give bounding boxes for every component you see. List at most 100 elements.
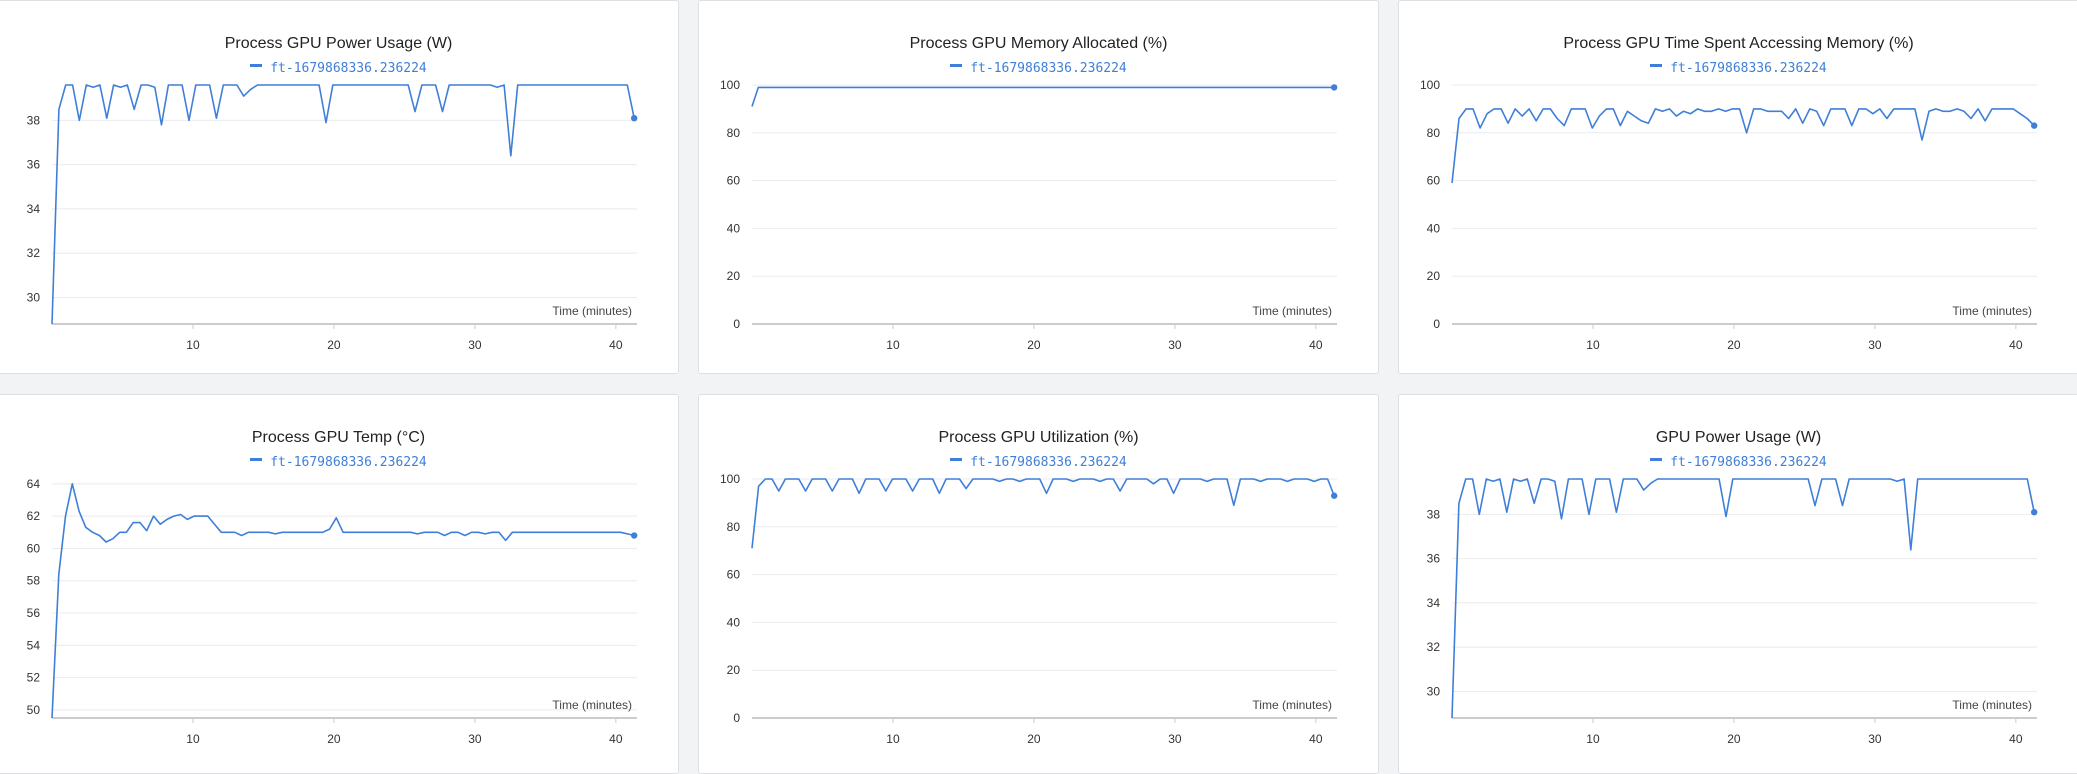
y-tick-label: 34	[1427, 596, 1441, 610]
y-tick-label: 60	[27, 541, 41, 555]
chart-svg: 30 32 34 36 38 10 20 30 40	[1427, 478, 2038, 746]
chart-panel[interactable]: 30 32 34 36 38 10 20 30 40 Process GPU Power Usag…	[0, 0, 679, 374]
legend-label: ft-1679868336.236224	[270, 61, 427, 76]
x-axis-label: Time (minutes)	[1952, 304, 2032, 318]
x-axis-label: Time (minutes)	[552, 304, 632, 318]
y-tick-label: 36	[1427, 552, 1441, 566]
series-end-point[interactable]	[630, 114, 638, 122]
series-end-point[interactable]	[1330, 84, 1338, 91]
y-tick-label: 32	[1427, 640, 1441, 654]
y-tick-label: 30	[1427, 684, 1441, 698]
series-line[interactable]	[51, 483, 635, 719]
y-tick-label: 0	[733, 317, 740, 331]
y-tick-label: 38	[27, 113, 41, 127]
chart-legend[interactable]: ft-1679868336.236224	[0, 455, 678, 470]
legend-label: ft-1679868336.236224	[1670, 455, 1827, 470]
series-line[interactable]	[1451, 108, 2035, 184]
y-tick-label: 30	[27, 290, 41, 304]
legend-label: ft-1679868336.236224	[1670, 61, 1827, 76]
chart-title: Process GPU Time Spent Accessing Memory …	[1563, 35, 1914, 52]
chart-panel[interactable]: 30 32 34 36 38 10 20 30 40 GPU Power Usage (W) ft-…	[1398, 394, 2077, 774]
x-axis-label: Time (minutes)	[1952, 698, 2032, 712]
chart-panel[interactable]: 0 20 40 60 80 100 10 20 30 40 Process GPU Time Spe…	[1398, 0, 2077, 374]
series-end-point[interactable]	[630, 532, 638, 539]
x-tick-label: 40	[2009, 732, 2023, 746]
y-tick-label: 20	[1427, 269, 1441, 283]
chart-svg: 30 32 34 36 38 10 20 30 40	[27, 84, 638, 352]
x-tick-label: 20	[1027, 732, 1041, 746]
y-tick-label: 34	[27, 202, 41, 216]
x-tick-label: 30	[468, 732, 482, 746]
chart-title: Process GPU Memory Allocated (%)	[909, 35, 1168, 52]
y-tick-label: 20	[727, 663, 741, 677]
chart-legend[interactable]: ft-1679868336.236224	[699, 455, 1378, 470]
chart-title: Process GPU Power Usage (W)	[224, 35, 453, 52]
series-end-point[interactable]	[1330, 492, 1338, 499]
x-tick-label: 20	[1727, 338, 1741, 352]
y-tick-label: 38	[1427, 507, 1441, 521]
chart-panel[interactable]: 0 20 40 60 80 100 10 20 30 40 Process GPU Memory A…	[698, 0, 1379, 374]
y-tick-label: 100	[720, 78, 740, 92]
series-line[interactable]	[51, 84, 635, 325]
y-tick-label: 20	[727, 269, 741, 283]
y-tick-label: 56	[27, 606, 41, 620]
chart-legend[interactable]: ft-1679868336.236224	[0, 61, 678, 76]
x-tick-label: 10	[1586, 338, 1600, 352]
y-tick-label: 40	[727, 615, 741, 629]
chart-title: Process GPU Utilization (%)	[938, 429, 1139, 446]
x-tick-label: 30	[468, 338, 482, 352]
x-tick-label: 20	[327, 732, 341, 746]
chart-title: GPU Power Usage (W)	[1655, 429, 1822, 446]
chart-legend[interactable]: ft-1679868336.236224	[1399, 61, 2077, 76]
y-tick-label: 62	[27, 509, 41, 523]
x-tick-label: 20	[327, 338, 341, 352]
y-tick-label: 54	[27, 638, 41, 652]
x-tick-label: 30	[1868, 338, 1882, 352]
y-tick-label: 0	[733, 711, 740, 725]
legend-label: ft-1679868336.236224	[970, 455, 1127, 470]
chart-legend[interactable]: ft-1679868336.236224	[699, 61, 1378, 76]
chart-panel[interactable]: 0 20 40 60 80 100 10 20 30 40 Process GPU Utilizat…	[698, 394, 1379, 774]
series-line[interactable]	[751, 86, 1335, 107]
series-line[interactable]	[1451, 478, 2035, 719]
x-tick-label: 20	[1727, 732, 1741, 746]
y-tick-label: 36	[27, 158, 41, 172]
x-tick-label: 30	[1868, 732, 1882, 746]
x-tick-label: 30	[1168, 338, 1182, 352]
x-tick-label: 10	[886, 732, 900, 746]
y-tick-label: 58	[27, 574, 41, 588]
chart-svg: 0 20 40 60 80 100 10 20 30 40	[720, 472, 1338, 746]
series-end-point[interactable]	[2030, 508, 2038, 516]
y-tick-label: 100	[720, 472, 740, 486]
series-end-point[interactable]	[2030, 122, 2038, 129]
y-tick-label: 100	[1420, 78, 1440, 92]
legend-label: ft-1679868336.236224	[970, 61, 1127, 76]
chart-title: Process GPU Temp (°C)	[251, 429, 426, 446]
series-line[interactable]	[751, 478, 1335, 549]
legend-swatch	[250, 458, 263, 461]
chart-panel[interactable]: 50 52 54 56 58 60 62 64 10 20 30 40 Process GPU Temp…	[0, 394, 679, 774]
x-tick-label: 10	[1586, 732, 1600, 746]
x-tick-label: 10	[886, 338, 900, 352]
y-tick-label: 40	[1427, 221, 1441, 235]
y-tick-label: 0	[1433, 317, 1440, 331]
y-tick-label: 64	[27, 477, 41, 491]
y-tick-label: 50	[27, 703, 41, 717]
y-tick-label: 52	[27, 671, 41, 685]
legend-swatch	[1650, 64, 1663, 67]
y-tick-label: 32	[27, 246, 41, 260]
legend-swatch	[950, 458, 963, 461]
legend-swatch	[950, 64, 963, 67]
x-tick-label: 40	[1309, 732, 1323, 746]
y-tick-label: 60	[727, 568, 741, 582]
x-axis-label: Time (minutes)	[1252, 698, 1332, 712]
x-tick-label: 30	[1168, 732, 1182, 746]
y-tick-label: 40	[727, 221, 741, 235]
chart-svg: 50 52 54 56 58 60 62 64 10 20 30 40	[27, 477, 638, 746]
chart-legend[interactable]: ft-1679868336.236224	[1399, 455, 2077, 470]
chart-svg: 0 20 40 60 80 100 10 20 30 40	[720, 78, 1338, 352]
x-tick-label: 40	[609, 732, 623, 746]
x-axis-label: Time (minutes)	[1252, 304, 1332, 318]
legend-swatch	[250, 64, 263, 67]
